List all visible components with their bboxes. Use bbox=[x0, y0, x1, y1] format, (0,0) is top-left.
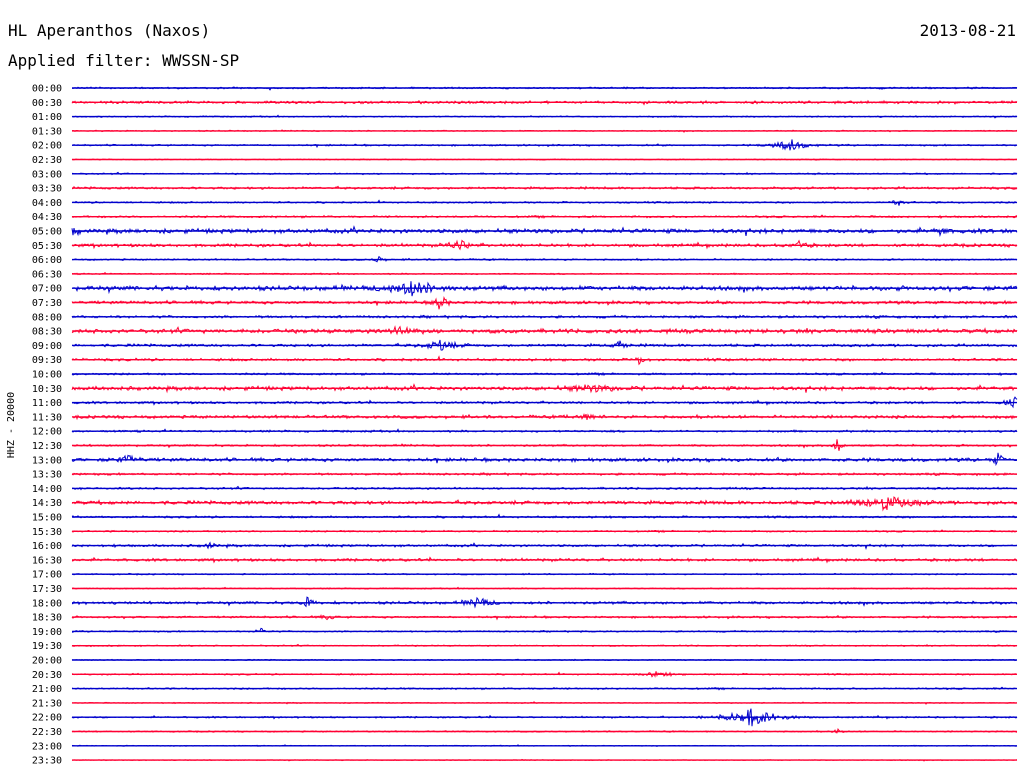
time-tick-label: 20:00 bbox=[32, 656, 62, 667]
time-tick-label: 01:00 bbox=[32, 112, 62, 123]
time-tick-label: 21:30 bbox=[32, 698, 62, 709]
time-tick-label: 00:00 bbox=[32, 84, 62, 95]
time-tick-label: 02:00 bbox=[32, 141, 62, 152]
time-tick-label: 14:30 bbox=[32, 498, 62, 509]
time-tick-label: 13:30 bbox=[32, 470, 62, 481]
time-tick-label: 15:30 bbox=[32, 527, 62, 538]
time-tick-label: 11:30 bbox=[32, 412, 62, 423]
time-tick-label: 19:30 bbox=[32, 641, 62, 652]
time-tick-label: 10:00 bbox=[32, 370, 62, 381]
time-tick-label: 02:30 bbox=[32, 155, 62, 166]
time-tick-label: 10:30 bbox=[32, 384, 62, 395]
time-tick-label: 01:30 bbox=[32, 126, 62, 137]
time-tick-labels: 00:00 00:30 01:00 01:30 02:00 02:30 03:00 03:30… bbox=[32, 84, 62, 767]
time-tick-label: 05:30 bbox=[32, 241, 62, 252]
time-tick-label: 13:00 bbox=[32, 455, 62, 466]
time-tick-label: 07:30 bbox=[32, 298, 62, 309]
time-tick-label: 04:00 bbox=[32, 198, 62, 209]
time-tick-label: 14:00 bbox=[32, 484, 62, 495]
time-tick-label: 18:30 bbox=[32, 613, 62, 624]
time-tick-label: 08:00 bbox=[32, 312, 62, 323]
time-tick-label: 18:00 bbox=[32, 598, 62, 609]
time-tick-label: 07:00 bbox=[32, 284, 62, 295]
time-tick-label: 20:30 bbox=[32, 670, 62, 681]
time-tick-label: 17:30 bbox=[32, 584, 62, 595]
time-tick-label: 23:30 bbox=[32, 756, 62, 767]
time-tick-label: 12:00 bbox=[32, 427, 62, 438]
time-tick-label: 06:00 bbox=[32, 255, 62, 266]
time-tick-label: 16:30 bbox=[32, 555, 62, 566]
trace-group bbox=[71, 86, 1018, 762]
y-axis-label: HHZ - 20000 bbox=[6, 392, 17, 458]
time-tick-label: 12:30 bbox=[32, 441, 62, 452]
time-tick-label: 08:30 bbox=[32, 327, 62, 338]
station-title: HL Aperanthos (Naxos) bbox=[8, 21, 210, 40]
date-label: 2013-08-21 bbox=[920, 21, 1016, 40]
time-tick-label: 21:00 bbox=[32, 684, 62, 695]
time-tick-label: 23:00 bbox=[32, 741, 62, 752]
time-tick-label: 04:30 bbox=[32, 212, 62, 223]
time-tick-label: 17:00 bbox=[32, 570, 62, 581]
time-tick-label: 05:00 bbox=[32, 227, 62, 238]
time-tick-label: 16:00 bbox=[32, 541, 62, 552]
filter-label: Applied filter: WWSSN-SP bbox=[8, 51, 239, 70]
time-tick-label: 03:00 bbox=[32, 169, 62, 180]
time-tick-label: 09:30 bbox=[32, 355, 62, 366]
time-tick-label: 03:30 bbox=[32, 184, 62, 195]
time-tick-label: 11:00 bbox=[32, 398, 62, 409]
time-tick-label: 22:30 bbox=[32, 727, 62, 738]
time-tick-label: 19:00 bbox=[32, 627, 62, 638]
time-tick-label: 00:30 bbox=[32, 98, 62, 109]
time-tick-label: 09:00 bbox=[32, 341, 62, 352]
time-tick-label: 22:00 bbox=[32, 713, 62, 724]
time-tick-label: 15:00 bbox=[32, 513, 62, 524]
time-tick-label: 06:30 bbox=[32, 269, 62, 280]
